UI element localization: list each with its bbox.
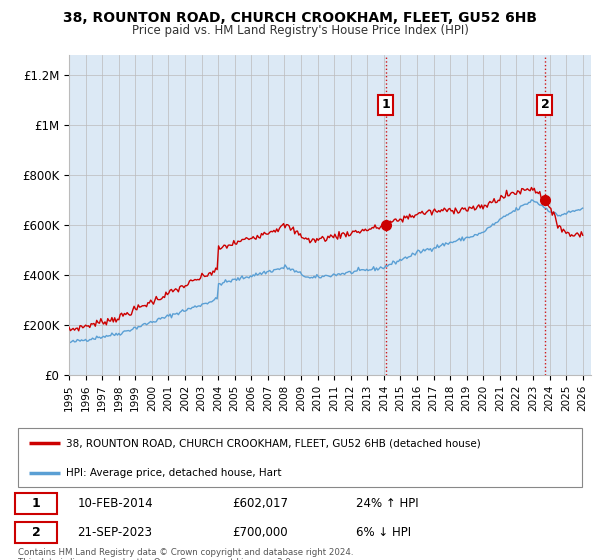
Text: 6% ↓ HPI: 6% ↓ HPI (356, 526, 412, 539)
Text: Price paid vs. HM Land Registry's House Price Index (HPI): Price paid vs. HM Land Registry's House … (131, 24, 469, 37)
Text: 2: 2 (541, 99, 550, 111)
Text: 38, ROUNTON ROAD, CHURCH CROOKHAM, FLEET, GU52 6HB (detached house): 38, ROUNTON ROAD, CHURCH CROOKHAM, FLEET… (66, 438, 481, 448)
Text: Contains HM Land Registry data © Crown copyright and database right 2024.
This d: Contains HM Land Registry data © Crown c… (18, 548, 353, 560)
Text: 10-FEB-2014: 10-FEB-2014 (77, 497, 153, 510)
Text: 24% ↑ HPI: 24% ↑ HPI (356, 497, 419, 510)
Text: 21-SEP-2023: 21-SEP-2023 (77, 526, 152, 539)
Text: £700,000: £700,000 (232, 526, 288, 539)
FancyBboxPatch shape (15, 521, 58, 543)
Text: 1: 1 (381, 99, 390, 111)
Text: £602,017: £602,017 (232, 497, 289, 510)
Text: HPI: Average price, detached house, Hart: HPI: Average price, detached house, Hart (66, 468, 281, 478)
Text: 1: 1 (32, 497, 40, 510)
Text: 38, ROUNTON ROAD, CHURCH CROOKHAM, FLEET, GU52 6HB: 38, ROUNTON ROAD, CHURCH CROOKHAM, FLEET… (63, 11, 537, 25)
Text: 2: 2 (32, 526, 40, 539)
FancyBboxPatch shape (15, 493, 58, 515)
